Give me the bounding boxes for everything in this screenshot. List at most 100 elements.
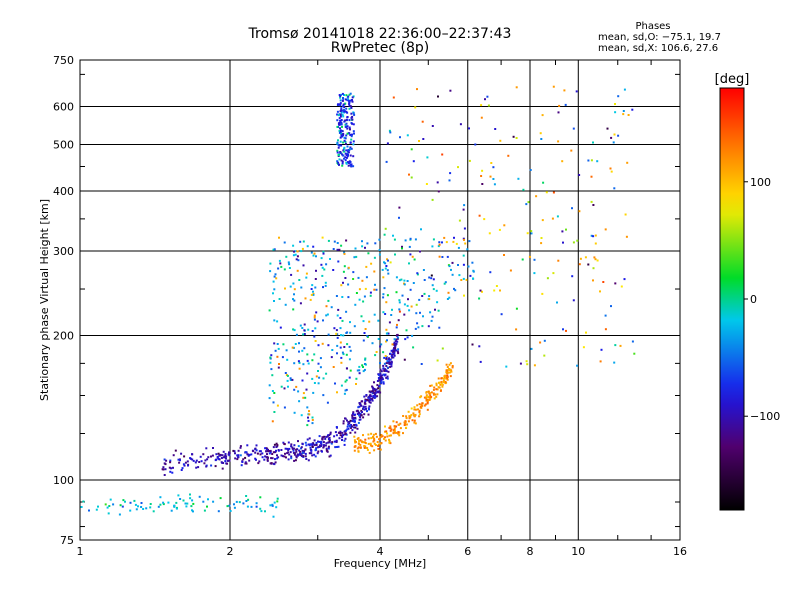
- scatter-point: [310, 452, 313, 455]
- scatter-point: [349, 128, 351, 131]
- scatter-point: [472, 277, 474, 280]
- scatter-point: [394, 340, 397, 343]
- scatter-point: [179, 459, 181, 462]
- scatter-point: [362, 416, 365, 419]
- scatter-point: [397, 319, 400, 322]
- scatter-point: [315, 375, 318, 378]
- scatter-point: [358, 439, 360, 442]
- scatter-point: [281, 455, 284, 458]
- scatter-point: [279, 262, 282, 265]
- scatter-point: [361, 279, 364, 282]
- scatter-point: [357, 276, 360, 279]
- scatter-point: [129, 509, 132, 512]
- scatter-point: [526, 232, 529, 235]
- scatter-point: [194, 461, 197, 464]
- scatter-point: [438, 381, 440, 384]
- scatter-point: [410, 148, 413, 151]
- scatter-point: [351, 118, 354, 121]
- phase-stats-heading: Phases: [635, 21, 671, 32]
- scatter-point: [398, 206, 401, 209]
- scatter-point: [373, 439, 376, 442]
- scatter-point: [354, 420, 356, 423]
- scatter-point: [212, 447, 214, 449]
- scatter-point: [184, 461, 187, 464]
- scatter-point: [389, 261, 392, 264]
- scatter-point: [351, 122, 354, 125]
- scatter-point: [449, 172, 452, 175]
- scatter-point: [552, 191, 555, 194]
- scatter-point: [393, 347, 395, 350]
- scatter-point: [343, 120, 346, 123]
- scatter-point: [594, 242, 597, 245]
- scatter-point: [471, 343, 474, 346]
- scatter-point: [386, 294, 389, 297]
- scatter-point: [369, 401, 372, 404]
- scatter-point: [312, 290, 314, 293]
- scatter-point: [228, 459, 231, 462]
- scatter-point: [389, 427, 392, 430]
- scatter-point: [274, 461, 277, 464]
- scatter-point: [393, 341, 396, 344]
- scatter-point: [276, 457, 278, 460]
- scatter-point: [380, 442, 383, 445]
- scatter-point: [106, 506, 109, 509]
- scatter-point: [337, 146, 340, 149]
- scatter-point: [436, 181, 439, 184]
- scatter-point: [437, 190, 440, 193]
- scatter-point: [335, 332, 338, 335]
- scatter-point: [347, 153, 349, 156]
- scatter-point: [438, 255, 441, 258]
- scatter-point: [363, 401, 366, 404]
- scatter-point: [338, 117, 341, 120]
- scatter-point: [341, 113, 344, 116]
- scatter-point: [390, 365, 393, 368]
- scatter-point: [604, 228, 607, 231]
- scatter-point: [533, 364, 536, 367]
- scatter-point: [97, 505, 99, 508]
- scatter-point: [322, 445, 325, 448]
- scatter-point: [172, 466, 174, 469]
- scatter-point: [191, 509, 193, 512]
- scatter-point: [348, 126, 351, 129]
- scatter-point: [428, 295, 431, 298]
- scatter-point: [354, 426, 357, 429]
- scatter-point: [304, 448, 307, 451]
- scatter-point: [217, 457, 220, 460]
- scatter-point: [397, 432, 399, 435]
- scatter-point: [306, 372, 309, 375]
- scatter-point: [472, 269, 475, 272]
- scatter-point: [300, 286, 303, 289]
- scatter-point: [80, 506, 83, 508]
- scatter-point: [441, 385, 444, 388]
- scatter-point: [355, 292, 358, 294]
- scatter-point: [436, 301, 439, 304]
- scatter-point: [374, 432, 377, 435]
- scatter-point: [389, 365, 392, 368]
- scatter-point: [328, 455, 331, 458]
- scatter-point: [404, 338, 407, 341]
- scatter-point: [298, 342, 300, 345]
- scatter-point: [349, 419, 352, 422]
- scatter-point: [416, 404, 419, 407]
- scatter-point: [338, 248, 341, 251]
- scatter-point: [313, 353, 316, 356]
- scatter-point: [419, 405, 422, 408]
- scatter-point: [340, 144, 343, 147]
- scatter-point: [584, 256, 587, 259]
- scatter-point: [582, 346, 585, 349]
- scatter-point: [414, 413, 417, 416]
- scatter-point: [359, 416, 362, 418]
- scatter-point: [431, 198, 434, 201]
- scatter-point: [575, 90, 578, 93]
- scatter-point: [374, 392, 377, 395]
- scatter-point: [623, 278, 626, 281]
- scatter-point: [272, 451, 275, 454]
- scatter-point: [301, 349, 304, 352]
- scatter-point: [298, 367, 301, 370]
- scatter-point: [266, 459, 269, 462]
- scatter-point: [322, 377, 325, 380]
- scatter-point: [339, 99, 342, 102]
- scatter-point: [345, 310, 348, 313]
- scatter-point: [274, 273, 277, 276]
- scatter-point: [622, 113, 625, 116]
